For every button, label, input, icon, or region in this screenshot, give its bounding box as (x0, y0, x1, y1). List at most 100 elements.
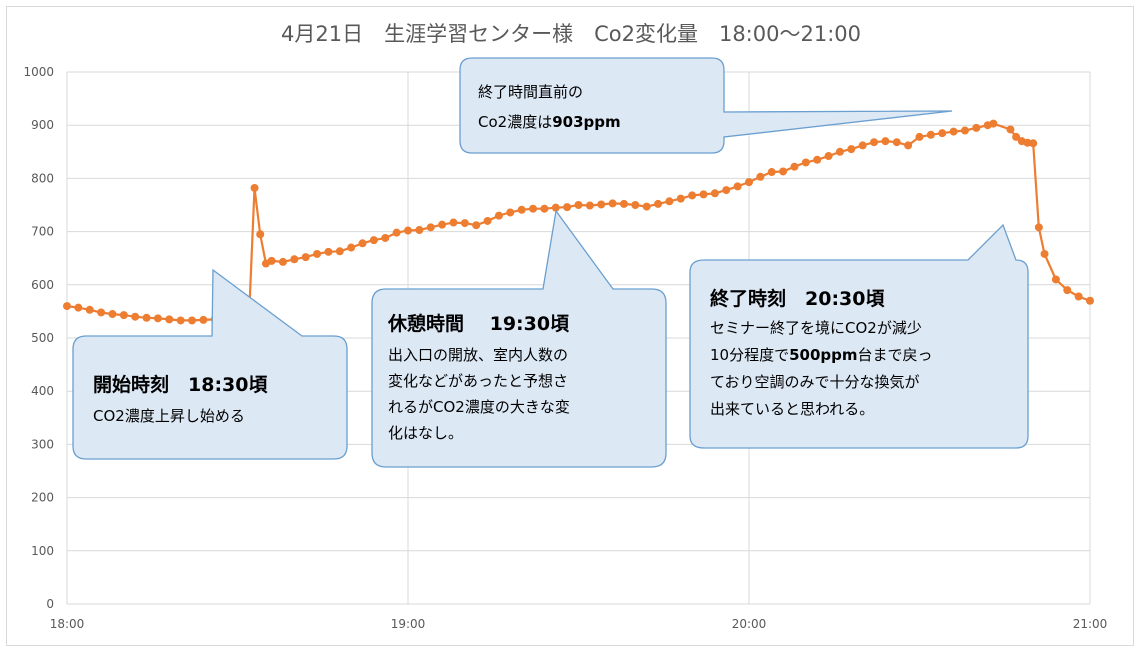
data-point (381, 233, 390, 242)
data-point (597, 200, 606, 209)
data-point (926, 130, 935, 139)
data-point (915, 132, 924, 141)
callout-end-shape (689, 223, 1029, 449)
data-point (108, 310, 117, 319)
data-point (779, 167, 788, 176)
chart-frame (6, 6, 1134, 646)
data-point (608, 199, 617, 208)
data-point (642, 202, 651, 211)
data-point (790, 162, 799, 171)
callout-start: 開始時刻 18:30頃 CO2濃度上昇し始める (72, 268, 348, 460)
data-point (313, 249, 322, 258)
data-point (1006, 125, 1015, 134)
data-point (119, 311, 128, 320)
data-point (517, 205, 526, 214)
data-point (665, 197, 674, 206)
data-point (989, 119, 998, 128)
y-tick-label: 400 (31, 384, 54, 398)
y-tick-label: 800 (31, 171, 54, 185)
data-point (904, 141, 913, 150)
data-point (858, 141, 867, 150)
data-point (631, 201, 640, 209)
callout-end-head: 終了時刻 20:30頃 (710, 287, 885, 310)
callout-end-line-2: 10分程度で500ppm台まで戻っ (710, 346, 933, 364)
data-point (188, 316, 197, 325)
data-point (892, 138, 901, 147)
callout-peak-text: Co2濃度は903ppm (478, 113, 621, 131)
data-point (1029, 139, 1038, 148)
callout-end-line-2a: 10分程度で (710, 346, 789, 364)
callout-peak-head: 終了時間直前の (478, 83, 583, 101)
data-point (483, 216, 492, 225)
data-point (801, 158, 810, 167)
data-point (1040, 249, 1049, 258)
data-point (1012, 132, 1021, 141)
data-point (176, 316, 185, 325)
data-point (676, 194, 685, 203)
data-point (165, 315, 174, 324)
data-point (756, 172, 765, 181)
data-point (460, 219, 469, 228)
data-point (847, 145, 856, 154)
data-point (870, 138, 879, 147)
y-tick-label: 900 (31, 118, 54, 132)
x-tick-label: 19:00 (391, 617, 426, 631)
callout-end-line-1: セミナー終了を境にCO2が減少 (710, 319, 922, 337)
data-point (563, 203, 572, 212)
data-point (813, 155, 822, 164)
callout-break-line-1: 出入口の開放、室内人数の (388, 346, 568, 364)
data-point (404, 226, 412, 235)
data-point (449, 218, 458, 227)
data-point (369, 236, 378, 245)
data-point (506, 208, 515, 217)
callout-break-head: 休憩時間 19:30頃 (387, 312, 570, 335)
data-point (699, 190, 708, 199)
data-point (585, 201, 594, 210)
data-point (324, 247, 333, 256)
data-point (960, 126, 969, 135)
callout-end-line-2b: 台まで戻っ (858, 346, 933, 364)
data-point (290, 255, 299, 264)
data-point (938, 129, 947, 138)
data-point (1074, 292, 1083, 301)
x-axis: 18:00 19:00 20:00 21:00 (50, 617, 1108, 631)
data-point (438, 220, 447, 229)
callout-end: 終了時刻 20:30頃 セミナー終了を境にCO2が減少 10分程度で500ppm… (689, 223, 1029, 449)
data-point (574, 201, 583, 209)
data-point (97, 308, 106, 317)
data-point (745, 178, 753, 187)
y-tick-label: 100 (31, 544, 54, 558)
callout-break-line-2: 変化などがあったと予想さ (388, 372, 568, 390)
data-point (267, 256, 276, 265)
callout-peak-value: 903ppm (552, 113, 620, 131)
callout-break-shape (371, 209, 667, 468)
data-point (142, 313, 151, 322)
callout-start-body: CO2濃度上昇し始める (93, 407, 245, 425)
data-point (1051, 275, 1060, 284)
y-tick-label: 300 (31, 437, 54, 451)
data-point (85, 305, 94, 314)
data-point (688, 191, 697, 200)
data-point (256, 230, 265, 239)
data-point (835, 147, 844, 156)
data-point (654, 199, 663, 208)
data-point (540, 204, 549, 213)
callout-start-shape (72, 268, 348, 460)
y-tick-label: 500 (31, 331, 54, 345)
callout-start-head: 開始時刻 18:30頃 (93, 373, 268, 396)
data-point (358, 239, 367, 248)
data-point (824, 152, 833, 161)
data-point (1086, 296, 1094, 305)
y-tick-label: 200 (31, 491, 54, 505)
data-point (722, 186, 731, 195)
data-point (301, 253, 310, 262)
data-point (278, 257, 287, 266)
y-axis: 0 100 200 300 400 500 600 700 800 900 1000 (23, 65, 54, 611)
data-point (619, 199, 628, 208)
data-point (733, 182, 742, 191)
y-tick-label: 600 (31, 278, 54, 292)
data-point (1063, 286, 1072, 295)
data-point (392, 228, 401, 237)
data-point (881, 137, 890, 146)
